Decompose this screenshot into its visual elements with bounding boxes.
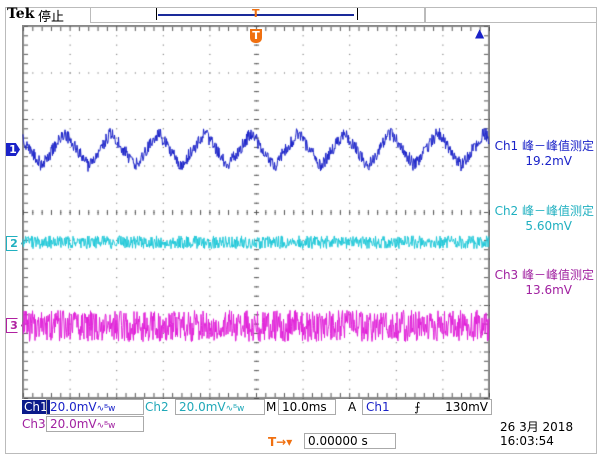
record-trigger-icon: T [252,7,260,20]
ch3-measurement: Ch3 峰－峰值测定 13.6mV [495,268,594,298]
ch3-label[interactable]: Ch3 [22,417,46,431]
ch1-measurement: Ch1 峰－峰值测定 19.2mV [495,139,594,169]
time: 16:03:54 [500,434,554,448]
acquisition-status: 停止 [38,6,64,25]
bandwidth-limit-icon: ∿ᴮw [97,421,116,431]
trigger-position-value[interactable]: 0.00000 s [304,433,396,449]
trigger-mode: A [348,400,356,414]
ch2-measure-value: 5.60mV [495,219,572,234]
bandwidth-limit-icon: ∿ᴮw [226,404,245,414]
ch1-scale-value: 20.0mV [50,400,97,414]
ch1-measure-value: 19.2mV [495,154,572,169]
ch2-label[interactable]: Ch2 [145,400,169,414]
ch2-scale[interactable]: 20.0mV∿ᴮw [175,399,265,415]
ch3-measure-value: 13.6mV [495,283,572,298]
trigger-source: Ch1 [366,400,390,414]
trigger-level-arrow-icon: ▲ [475,26,484,40]
rising-edge-icon: ⨍ [414,400,420,414]
date: 26 3月 2018 [500,420,573,434]
ch1-measure-label: Ch1 峰－峰值测定 [495,139,594,154]
ch1-scale[interactable]: 20.0mV∿ᴮw [46,399,144,415]
ch3-scale-value: 20.0mV [50,417,97,431]
timebase-value[interactable]: 10.0ms [278,399,336,415]
top-right-box [425,7,597,23]
ch3-scale[interactable]: 20.0mV∿ᴮw [46,416,144,432]
trigger-settings[interactable]: Ch1 ⨍ 130mV [362,399,492,415]
bandwidth-limit-icon: ∿ᴮw [97,404,116,414]
waveform-display [22,25,490,399]
timebase-label: M [266,400,276,414]
trigger-position-icon: T→▾ [268,435,292,449]
ch2-scale-value: 20.0mV [179,400,226,414]
ch3-measure-label: Ch3 峰－峰值测定 [495,268,594,283]
brand-logo: Tek [7,6,34,22]
ch2-measurement: Ch2 峰－峰值测定 5.60mV [495,204,594,234]
trigger-level: 130mV [445,400,488,414]
trigger-position-marker[interactable]: T [250,29,262,43]
ch2-measure-label: Ch2 峰－峰值测定 [495,204,594,219]
